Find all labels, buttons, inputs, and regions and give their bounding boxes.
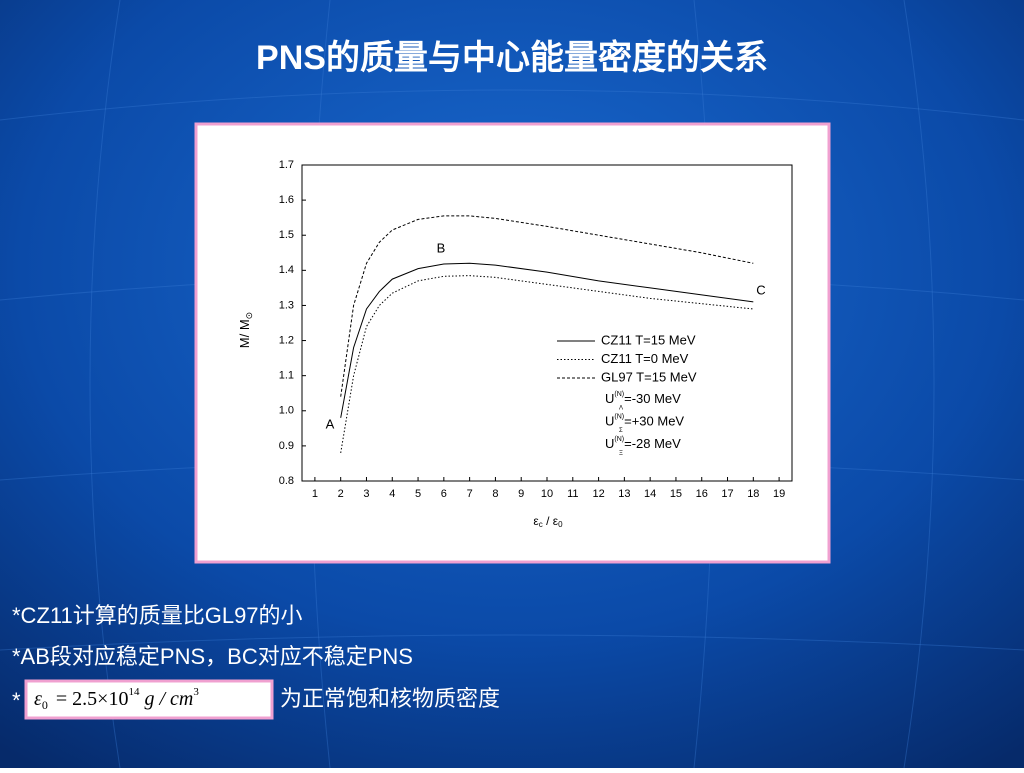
note-sub: Λ [619, 406, 623, 412]
legend-label: CZ11 T=15 MeV [601, 332, 696, 347]
x-tick-label: 6 [441, 488, 447, 500]
x-tick-label: 11 [567, 488, 578, 500]
formula-part: 3 [193, 686, 199, 698]
label-part: ε [533, 514, 539, 528]
bullet: *CZ11计算的质量比GL97的小 [12, 603, 303, 628]
legend-label: GL97 T=15 MeV [601, 369, 697, 384]
y-tick-label: 1.5 [279, 229, 294, 241]
formula-box [24, 679, 274, 720]
x-tick-label: 4 [389, 488, 395, 500]
note-symbol: U [605, 414, 614, 429]
y-tick-label: 1.4 [279, 264, 294, 276]
formula: ε0 = 2.5×1014 g / cm3 [34, 686, 199, 712]
series-line [340, 262, 754, 418]
series-line [340, 215, 754, 397]
note-symbol: U [605, 436, 614, 451]
note-sub: Σ [619, 428, 623, 434]
bullet: 为正常饱和核物质密度 [280, 686, 500, 711]
formula-part: g / cm [139, 688, 193, 710]
note-text: =+30 MeV [624, 414, 684, 429]
x-tick-label: 7 [467, 488, 473, 500]
x-tick-label: 14 [644, 488, 656, 500]
annotation: C [756, 282, 765, 297]
label-part: / ε [543, 514, 559, 528]
label-part: 0 [558, 520, 563, 529]
x-tick-label: 10 [541, 488, 553, 500]
y-tick-label: 1.1 [279, 370, 294, 382]
x-tick-label: 5 [415, 488, 421, 500]
series-line [340, 275, 754, 453]
bullet-star: * [12, 688, 21, 713]
note-sup: (N) [614, 436, 624, 443]
formula-part: 0 [42, 698, 48, 712]
y-tick-label: 1.2 [279, 334, 294, 346]
x-tick-label: 8 [492, 488, 498, 500]
x-axis-label: εc / ε0 [533, 514, 563, 529]
x-tick-label: 16 [696, 488, 708, 500]
annotation: B [437, 240, 446, 255]
y-tick-label: 1.6 [279, 194, 294, 206]
x-tick-label: 2 [338, 488, 344, 500]
x-tick-label: 17 [721, 488, 733, 500]
x-tick-label: 13 [618, 488, 630, 500]
y-axis-label: M/ M⊙ [237, 312, 254, 348]
y-tick-label: 1.3 [279, 299, 294, 311]
x-tick-label: 19 [773, 488, 785, 500]
y-tick-label: 1.0 [279, 405, 294, 417]
note-sup: (N) [614, 391, 624, 398]
note-text: =-30 MeV [624, 391, 681, 406]
bullet: *AB段对应稳定PNS，BC对应不稳定PNS [12, 644, 413, 669]
x-tick-label: 18 [747, 488, 759, 500]
legend-note: U(N)=-28 MeV [605, 436, 681, 452]
legend-note: U(N)=+30 MeV [605, 413, 684, 429]
y-tick-label: 1.7 [279, 159, 294, 171]
slide-title: PNS的质量与中心能量密度的关系 [256, 38, 768, 77]
x-tick-label: 1 [312, 488, 318, 500]
note-text: =-28 MeV [624, 436, 681, 451]
legend-note: U(N)=-30 MeV [605, 391, 681, 407]
note-sup: (N) [614, 413, 624, 420]
label-part: c [539, 520, 543, 529]
y-tick-label: 0.9 [279, 440, 294, 452]
x-tick-label: 9 [518, 488, 524, 500]
x-tick-label: 3 [363, 488, 369, 500]
y-tick-label: 0.8 [279, 475, 294, 487]
x-tick-label: 15 [670, 488, 682, 500]
legend-label: CZ11 T=0 MeV [601, 351, 689, 366]
label-part: M/ M [237, 319, 252, 348]
x-tick-label: 12 [592, 488, 604, 500]
annotation: A [326, 416, 335, 431]
formula-part: ε [34, 688, 42, 710]
formula-part: = 2.5×10 [56, 688, 129, 710]
label-part: ⊙ [244, 312, 254, 320]
note-sub: Ξ [619, 451, 623, 457]
formula-part: 14 [128, 686, 140, 698]
note-symbol: U [605, 391, 614, 406]
